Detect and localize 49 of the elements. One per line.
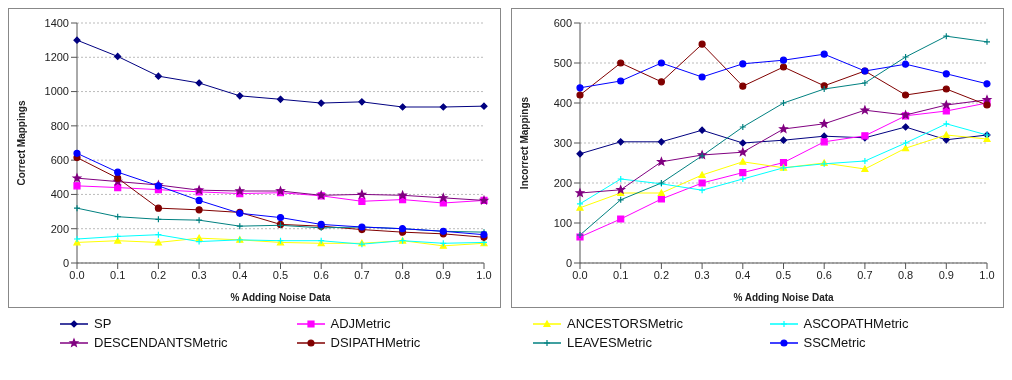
- x-tick-label: 0.7: [857, 268, 873, 281]
- x-tick-label: 0.7: [354, 268, 370, 281]
- x-tick-label: 0.9: [938, 268, 954, 281]
- y-tick-label: 0: [565, 256, 572, 269]
- y-tick-label: 0: [62, 256, 69, 269]
- x-tick-label: 0.6: [313, 268, 329, 281]
- legend-label: DESCENDANTSMetric: [94, 335, 228, 350]
- x-tick-label: 1.0: [979, 268, 995, 281]
- legend-label: ASCOPATHMetric: [803, 316, 909, 331]
- y-axis-title: Incorrect Mappings: [518, 96, 530, 190]
- x-tick-label: 0.1: [613, 268, 629, 281]
- y-axis-title: Correct Mappings: [15, 100, 27, 186]
- x-tick-label: 0.0: [572, 268, 588, 281]
- x-tick-label: 0.2: [653, 268, 670, 281]
- y-tick-label: 600: [553, 16, 572, 29]
- x-tick-label: 0.0: [69, 268, 85, 281]
- x-tick-label: 0.9: [435, 268, 451, 281]
- x-axis-title: % Adding Noise Data: [733, 292, 835, 303]
- legend-label: ANCESTORSMetric: [567, 316, 684, 331]
- y-tick-label: 400: [553, 96, 572, 109]
- x-tick-label: 0.6: [816, 268, 832, 281]
- x-tick-label: 0.5: [775, 268, 792, 281]
- x-tick-label: 1.0: [476, 268, 492, 281]
- x-tick-label: 0.4: [232, 268, 248, 281]
- y-tick-label: 200: [50, 222, 69, 235]
- x-tick-label: 0.8: [394, 268, 411, 281]
- legend-label: DSIPATHMetric: [330, 335, 421, 350]
- x-tick-label: 0.2: [150, 268, 167, 281]
- x-tick-label: 0.3: [694, 268, 710, 281]
- x-tick-label: 0.8: [897, 268, 914, 281]
- legend-label: LEAVESMetric: [567, 335, 653, 350]
- y-tick-label: 800: [50, 119, 69, 132]
- y-tick-label: 400: [50, 188, 69, 201]
- y-tick-label: 100: [553, 216, 572, 229]
- legend-label: SP: [94, 316, 112, 331]
- x-axis-title: % Adding Noise Data: [230, 292, 332, 303]
- y-tick-label: 200: [553, 176, 572, 189]
- y-tick-label: 1000: [44, 85, 69, 98]
- x-tick-label: 0.4: [735, 268, 751, 281]
- x-tick-label: 0.5: [272, 268, 289, 281]
- y-tick-label: 500: [553, 56, 572, 69]
- y-tick-label: 1400: [44, 16, 69, 29]
- legend-label: ADJMetric: [330, 316, 391, 331]
- x-tick-label: 0.1: [110, 268, 126, 281]
- y-tick-label: 600: [50, 154, 69, 167]
- x-tick-label: 0.3: [191, 268, 207, 281]
- y-tick-label: 1200: [44, 51, 69, 64]
- y-tick-label: 300: [553, 136, 572, 149]
- legend-label: SSCMetric: [803, 335, 866, 350]
